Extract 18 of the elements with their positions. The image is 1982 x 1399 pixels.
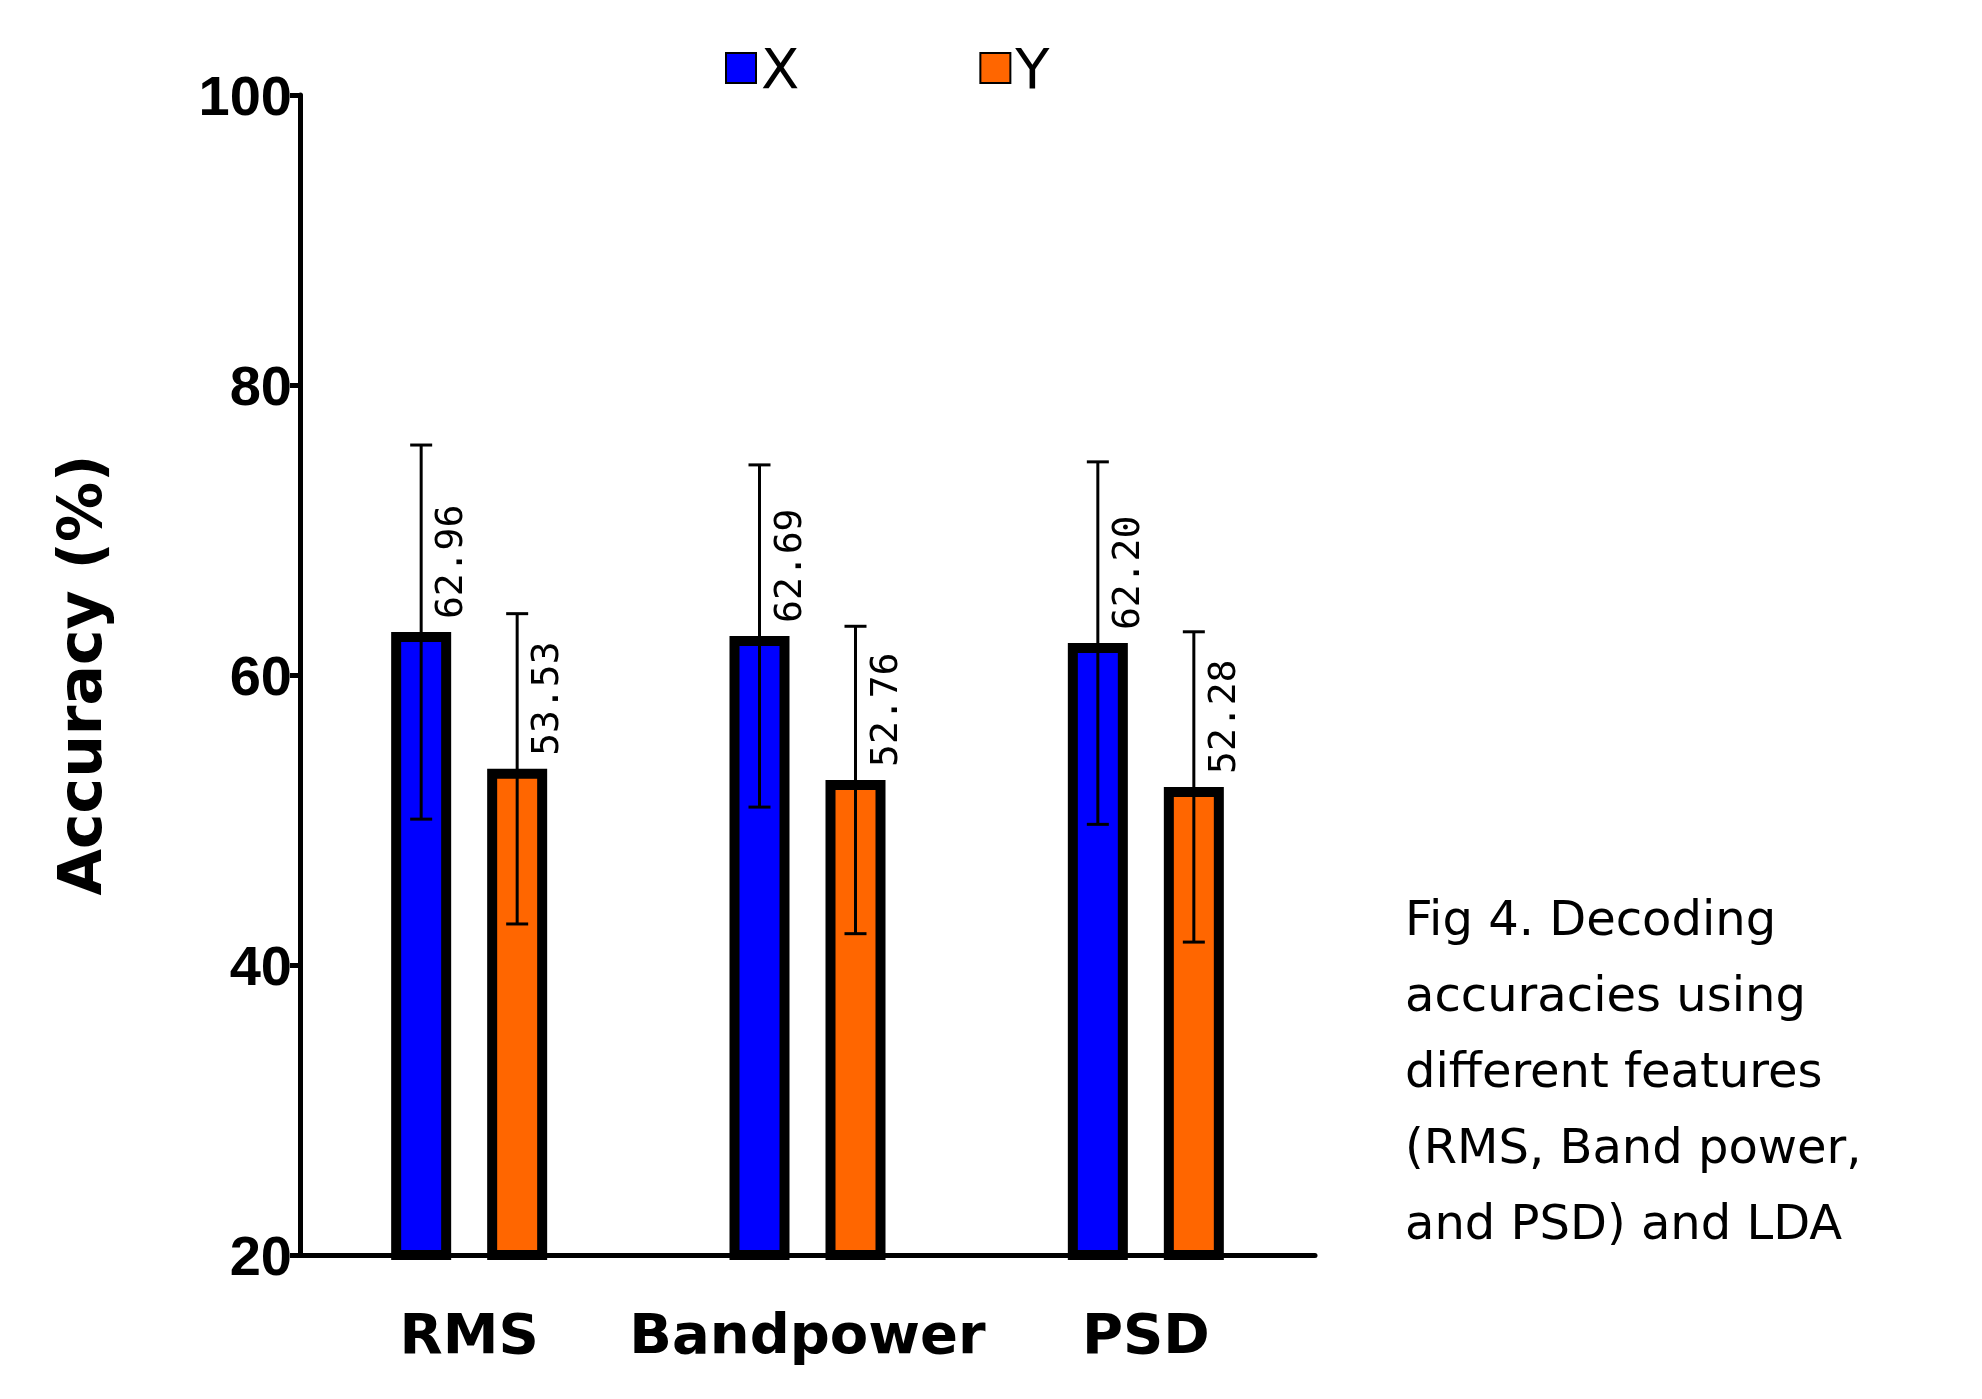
x-tick-label: PSD [1081, 1300, 1210, 1366]
legend-label: Y [1014, 35, 1051, 101]
x-tick-label: Bandpower [629, 1300, 987, 1366]
y-tick-label: 100 [198, 63, 292, 127]
data-label: 62.20 [1103, 515, 1148, 631]
data-label: 52.28 [1199, 659, 1244, 774]
y-axis-title: Accuracy (%) [45, 454, 115, 896]
x-tick-label: RMS [399, 1300, 539, 1366]
data-label: 53.53 [523, 641, 568, 756]
data-label: 62.69 [765, 508, 810, 623]
y-tick-label: 60 [229, 643, 292, 707]
y-tick-label: 40 [229, 933, 292, 997]
legend-label: X [761, 35, 800, 101]
y-tick-label: 20 [229, 1223, 292, 1287]
caption: Fig 4. Decoding accuracies using different features (RMS, Band power, and PSD) and LDA [1405, 889, 1863, 1252]
data-label: 52.76 [861, 652, 906, 767]
y-tick-label: 80 [229, 353, 292, 417]
data-label: 62.96 [427, 504, 472, 620]
